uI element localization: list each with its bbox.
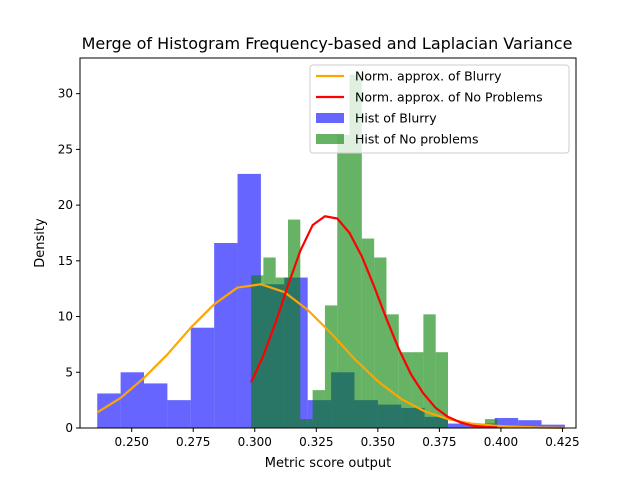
series-line xyxy=(250,215,498,429)
histogram-bar xyxy=(263,257,276,428)
y-tick-label: 10 xyxy=(58,310,73,324)
y-tick-label: 5 xyxy=(65,365,73,379)
histogram-bar xyxy=(349,74,362,429)
histogram-bar xyxy=(167,400,191,428)
histogram-bar xyxy=(144,383,168,428)
histogram-bar xyxy=(251,275,264,428)
histogram-bar xyxy=(361,238,375,428)
histogram-bar xyxy=(494,417,519,428)
series-line xyxy=(96,283,565,429)
legend-swatch xyxy=(316,134,344,144)
x-tick-label: 0.375 xyxy=(422,435,456,449)
histogram-bar xyxy=(518,420,542,428)
x-tick-label: 0.400 xyxy=(484,435,518,449)
histogram-bar xyxy=(337,134,350,428)
legend-label: Hist of No problems xyxy=(355,132,479,147)
plot-area xyxy=(96,74,565,429)
y-axis-ticks: 0 5 10 15 20 25 30 xyxy=(58,87,80,435)
x-tick-label: 0.325 xyxy=(299,435,333,449)
x-tick-label: 0.350 xyxy=(361,435,395,449)
x-tick-label: 0.250 xyxy=(115,435,149,449)
chart-title: Merge of Histogram Frequency-based and L… xyxy=(82,34,573,53)
legend: Norm. approx. of Blurry Norm. approx. of … xyxy=(309,64,570,154)
y-tick-label: 30 xyxy=(58,87,73,101)
histogram-bar xyxy=(300,419,313,428)
legend-swatch xyxy=(316,113,344,123)
histogram-bar xyxy=(541,424,565,428)
y-tick-label: 25 xyxy=(58,142,73,156)
histogram-bar xyxy=(275,277,288,428)
x-axis-ticks: 0.250 0.275 0.300 0.325 0.350 0.375 0.400 0.425 xyxy=(115,428,580,449)
histogram-bar xyxy=(448,423,472,428)
histogram-bar xyxy=(288,219,301,428)
legend-label: Norm. approx. of Blurry xyxy=(355,69,502,84)
y-tick-label: 15 xyxy=(58,254,73,268)
histogram-bar xyxy=(398,352,412,428)
x-tick-label: 0.300 xyxy=(238,435,272,449)
histogram-bar xyxy=(324,305,338,428)
axes-frame xyxy=(79,57,577,429)
histogram-bar xyxy=(312,390,325,428)
x-tick-label: 0.275 xyxy=(176,435,210,449)
histogram-bar xyxy=(190,327,215,428)
y-tick-label: 20 xyxy=(58,198,73,212)
legend-box xyxy=(309,64,570,154)
histogram-bar xyxy=(120,372,144,428)
histogram-bar xyxy=(484,419,498,428)
legend-label: Hist of Blurry xyxy=(355,111,437,126)
y-axis-label: Density xyxy=(33,218,48,268)
x-tick-label: 0.425 xyxy=(545,435,579,449)
histogram-bar xyxy=(214,243,238,428)
legend-label: Norm. approx. of No Problems xyxy=(355,90,543,105)
y-tick-label: 0 xyxy=(65,421,73,435)
x-axis-label: Metric score output xyxy=(265,456,392,471)
histogram-bar xyxy=(374,257,387,428)
histogram-bar xyxy=(423,314,436,428)
